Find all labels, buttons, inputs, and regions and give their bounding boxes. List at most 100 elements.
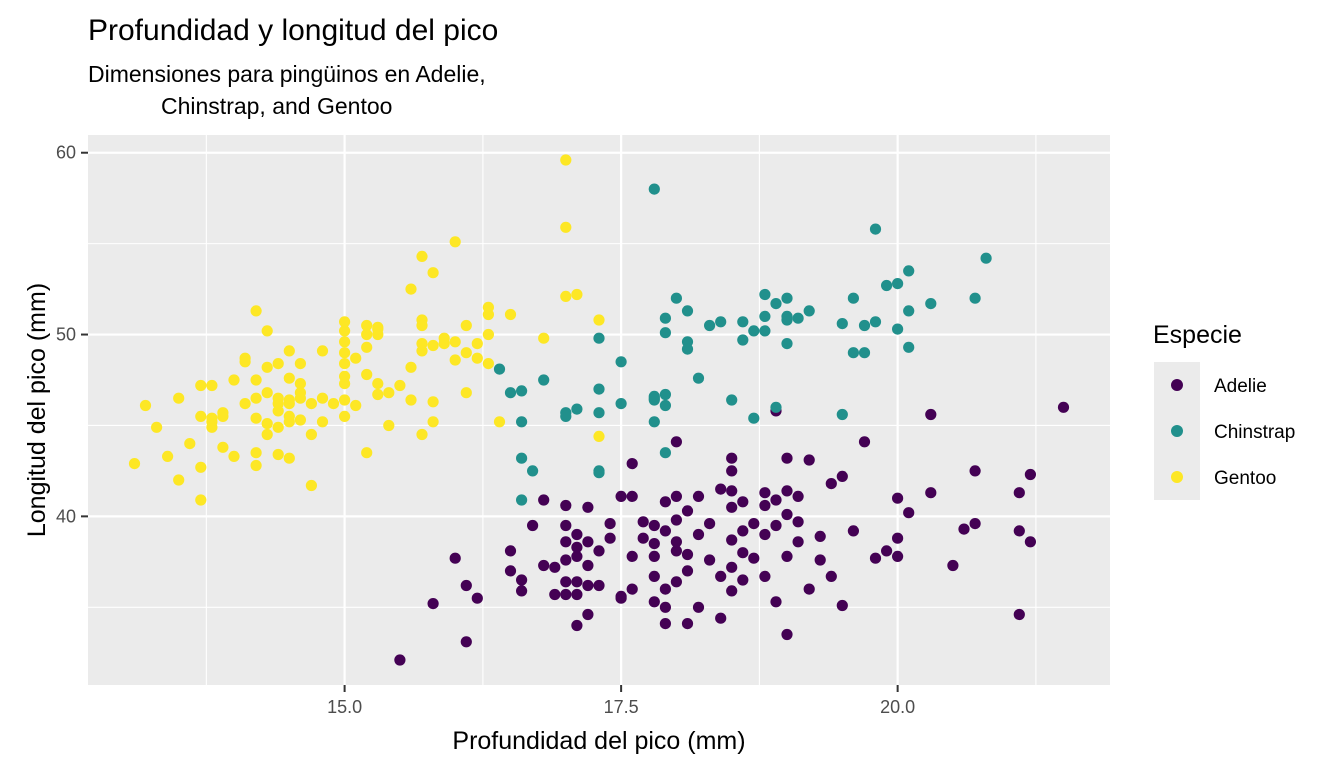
data-point	[648, 390, 660, 402]
data-point	[748, 552, 760, 564]
axes: 15.0 17.5 20.0 40 50 60	[56, 143, 915, 717]
data-point	[261, 325, 273, 337]
data-point	[339, 370, 351, 382]
data-point	[162, 450, 174, 462]
data-point	[582, 501, 594, 513]
data-point	[516, 452, 528, 464]
data-point	[648, 538, 660, 550]
data-point	[283, 452, 295, 464]
data-point	[593, 430, 605, 442]
data-point	[659, 312, 672, 324]
data-point	[626, 458, 638, 470]
data-point	[892, 323, 904, 335]
data-point	[836, 599, 848, 612]
data-point	[228, 450, 240, 462]
data-point	[305, 479, 317, 492]
data-point	[726, 561, 738, 573]
data-point	[759, 288, 771, 301]
data-point	[361, 319, 373, 332]
data-point	[903, 305, 915, 317]
data-point	[881, 279, 893, 292]
data-point	[737, 316, 749, 328]
data-point	[692, 601, 705, 613]
data-point	[261, 387, 273, 399]
gridlines	[88, 135, 1110, 685]
data-point	[659, 388, 672, 401]
data-point	[836, 408, 848, 421]
data-point	[704, 518, 716, 530]
data-point	[726, 501, 738, 513]
x-tick-label: 17.5	[604, 697, 639, 717]
data-point	[681, 618, 694, 630]
data-point	[538, 494, 550, 506]
data-point	[615, 356, 627, 368]
data-point	[892, 532, 904, 544]
data-point	[173, 392, 185, 404]
data-point	[571, 528, 583, 541]
data-point	[770, 519, 782, 532]
data-point	[339, 336, 351, 348]
data-point	[427, 267, 439, 279]
data-point	[726, 394, 738, 406]
data-point	[825, 570, 837, 583]
data-point	[582, 579, 594, 592]
data-point	[681, 548, 694, 561]
data-point	[814, 554, 826, 566]
data-point	[593, 314, 605, 326]
data-point	[460, 579, 472, 592]
data-point	[294, 414, 306, 426]
data-point	[969, 518, 981, 530]
data-point	[372, 323, 384, 335]
data-point	[560, 576, 572, 588]
data-point	[692, 372, 705, 384]
data-point	[560, 554, 572, 566]
data-point	[449, 336, 461, 348]
data-point	[615, 592, 627, 604]
data-point	[1013, 525, 1025, 537]
data-point	[206, 412, 218, 424]
data-point	[272, 421, 284, 433]
data-point	[726, 485, 738, 497]
data-point	[969, 292, 981, 304]
data-point	[704, 554, 716, 566]
data-point	[427, 396, 439, 408]
data-point	[892, 492, 904, 504]
data-point	[427, 598, 439, 610]
data-point	[748, 325, 760, 337]
data-point	[228, 374, 240, 386]
data-point	[593, 383, 605, 395]
data-point	[1013, 487, 1025, 499]
data-point	[659, 618, 672, 630]
data-point	[261, 361, 273, 373]
data-point	[759, 310, 771, 322]
data-point	[847, 525, 860, 537]
data-point	[737, 525, 749, 537]
data-point	[493, 416, 506, 428]
data-point	[792, 312, 804, 324]
data-point	[128, 458, 141, 470]
data-point	[316, 392, 329, 404]
data-point	[715, 570, 727, 583]
data-point	[781, 310, 793, 322]
data-point	[892, 550, 904, 563]
data-point	[648, 416, 660, 428]
data-point	[659, 399, 672, 412]
data-point	[858, 319, 871, 332]
data-point	[626, 550, 638, 563]
data-point	[427, 416, 439, 428]
data-point	[383, 387, 395, 399]
data-point	[670, 514, 683, 526]
data-point	[361, 368, 373, 381]
data-point	[516, 385, 528, 397]
data-point	[781, 338, 793, 350]
data-point	[659, 496, 672, 508]
data-point	[737, 574, 749, 586]
data-point	[892, 278, 904, 290]
data-point	[527, 519, 539, 532]
data-point	[571, 576, 583, 588]
data-point	[637, 532, 649, 544]
data-point	[648, 596, 660, 608]
data-point	[261, 418, 273, 430]
data-point	[836, 318, 848, 330]
data-point	[460, 319, 472, 332]
